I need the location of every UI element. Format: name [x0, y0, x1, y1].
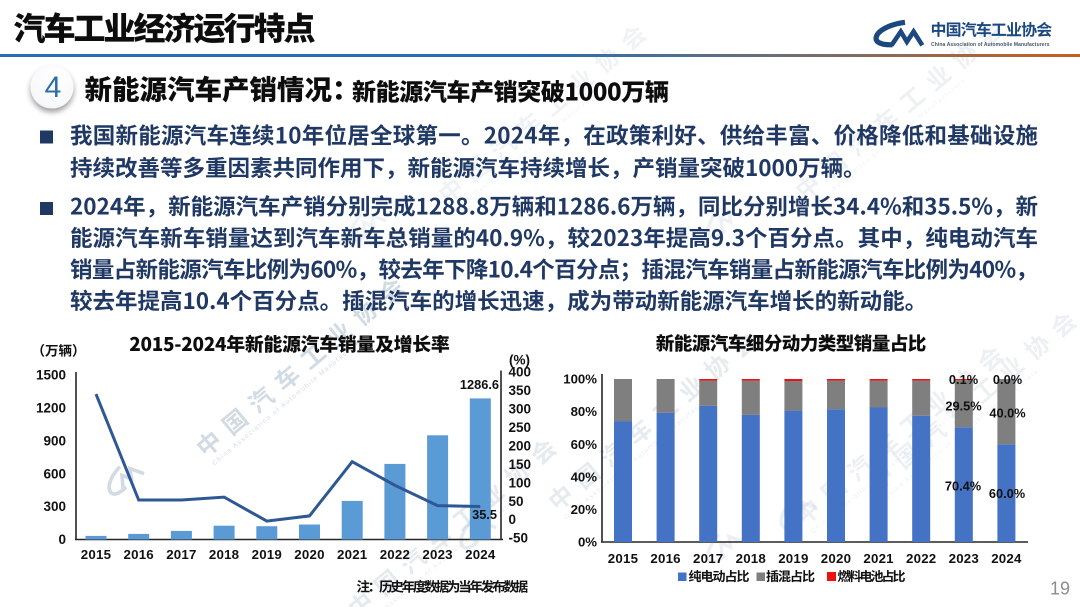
svg-text:2020: 2020 — [294, 547, 324, 562]
svg-text:60.0%: 60.0% — [989, 486, 1026, 501]
svg-text:0.1%: 0.1% — [949, 372, 979, 387]
svg-text:200: 200 — [509, 438, 532, 453]
svg-text:19: 19 — [1050, 579, 1070, 599]
svg-text:20%: 20% — [571, 502, 598, 517]
svg-text:0%: 0% — [578, 535, 597, 550]
svg-text:35.5: 35.5 — [472, 507, 497, 522]
svg-text:400: 400 — [509, 365, 532, 380]
svg-text:4: 4 — [45, 71, 62, 104]
svg-text:2016: 2016 — [650, 551, 680, 566]
svg-text:1286.6: 1286.6 — [460, 377, 499, 392]
svg-text:900: 900 — [43, 433, 66, 448]
svg-text:300: 300 — [509, 402, 532, 417]
svg-text:0.0%: 0.0% — [993, 372, 1023, 387]
svg-text:(%): (%) — [509, 353, 530, 368]
svg-text:2024: 2024 — [991, 551, 1022, 566]
svg-text:40%: 40% — [571, 469, 598, 484]
svg-text:100%: 100% — [563, 372, 597, 387]
svg-text:2022: 2022 — [380, 547, 410, 562]
svg-text:2023: 2023 — [949, 551, 979, 566]
svg-text:2021: 2021 — [863, 551, 894, 566]
svg-text:40.0%: 40.0% — [989, 406, 1026, 421]
svg-text:2019: 2019 — [778, 551, 808, 566]
svg-text:1200: 1200 — [36, 401, 66, 416]
svg-text:70.4%: 70.4% — [945, 479, 982, 494]
svg-text:0: 0 — [509, 512, 517, 527]
svg-text:2020: 2020 — [821, 551, 851, 566]
svg-text:2016: 2016 — [124, 547, 154, 562]
svg-text:0: 0 — [58, 532, 66, 547]
svg-text:2018: 2018 — [736, 551, 766, 566]
svg-text:600: 600 — [43, 466, 66, 481]
svg-text:2022: 2022 — [906, 551, 936, 566]
svg-text:60%: 60% — [571, 437, 598, 452]
svg-text:2015: 2015 — [81, 547, 112, 562]
svg-text:29.5%: 29.5% — [945, 399, 982, 414]
svg-text:350: 350 — [509, 383, 532, 398]
svg-text:2018: 2018 — [209, 547, 239, 562]
svg-text:2017: 2017 — [166, 547, 196, 562]
svg-text:100: 100 — [509, 475, 532, 490]
svg-text:50: 50 — [509, 494, 524, 509]
svg-text:2019: 2019 — [252, 547, 282, 562]
svg-text:-50: -50 — [509, 531, 529, 546]
svg-text:2024: 2024 — [465, 547, 496, 562]
svg-text:China Association of Automobil: China Association of Automobile Manufact… — [931, 42, 1050, 48]
svg-text:1500: 1500 — [36, 368, 66, 383]
svg-text:150: 150 — [509, 457, 532, 472]
svg-text:80%: 80% — [571, 404, 598, 419]
svg-text:2023: 2023 — [422, 547, 452, 562]
svg-text:300: 300 — [43, 499, 66, 514]
svg-text:2015: 2015 — [608, 551, 639, 566]
svg-text:2017: 2017 — [693, 551, 723, 566]
svg-text:2021: 2021 — [337, 547, 368, 562]
svg-text:250: 250 — [509, 420, 532, 435]
